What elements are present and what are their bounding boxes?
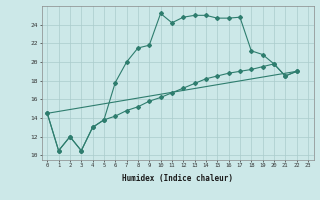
X-axis label: Humidex (Indice chaleur): Humidex (Indice chaleur): [122, 174, 233, 183]
